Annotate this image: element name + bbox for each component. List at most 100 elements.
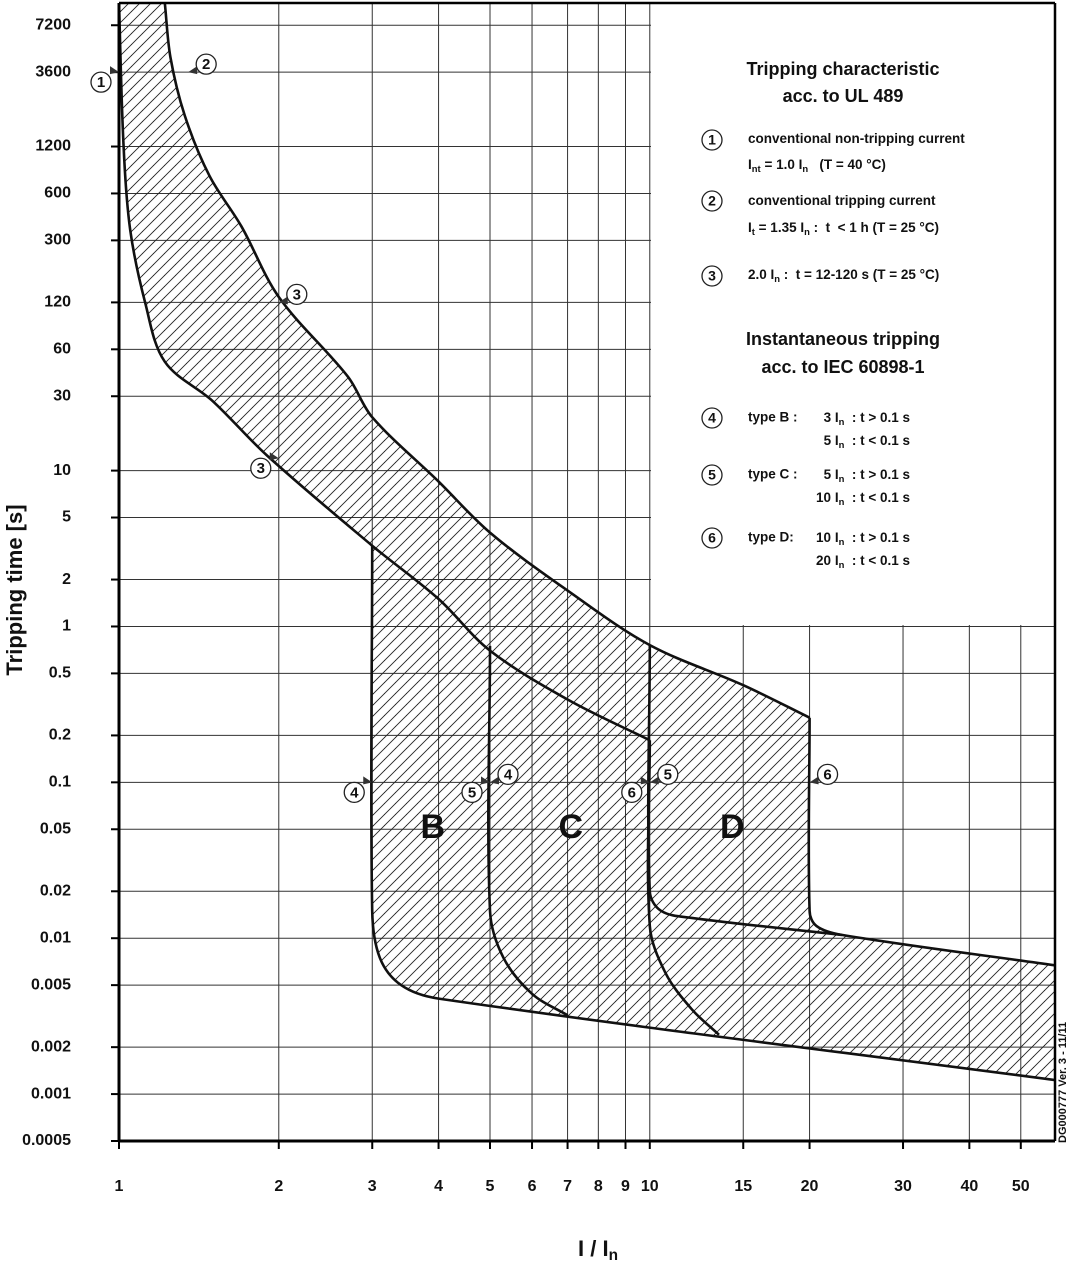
region-label: B	[420, 808, 445, 846]
text-part: conventional tripping current	[748, 193, 936, 208]
y-tick-label: 600	[44, 185, 71, 202]
notes-heading: acc. to IEC 60898-1	[761, 357, 924, 377]
note-circle	[701, 407, 723, 429]
marker-label: 2	[202, 56, 210, 73]
text-part: I / I	[578, 1236, 609, 1261]
text-part: = 1.0 I	[761, 157, 803, 172]
y-tick-label: 7200	[35, 16, 71, 33]
text-part: : t > 0.1 s	[844, 467, 910, 482]
subscript: n	[839, 440, 845, 451]
text-part: 5 I	[824, 467, 839, 482]
x-tick-label: 40	[960, 1178, 978, 1195]
marker-circle	[195, 53, 217, 75]
marker-pointer	[640, 776, 650, 785]
curve	[807, 717, 1055, 967]
x-tick-label: 9	[621, 1178, 630, 1195]
notes-heading: Tripping characteristic	[746, 59, 939, 79]
marker-pointer	[110, 66, 119, 75]
region-label: C	[559, 808, 584, 846]
y-tick-label: 2	[62, 571, 71, 588]
note-prefix: type C :	[748, 467, 798, 482]
subscript: n	[839, 560, 845, 571]
marker-label: 3	[257, 460, 265, 477]
x-tick-label: 1	[115, 1178, 124, 1195]
text-part: : t = 12-120 s (T = 25 °C)	[780, 267, 939, 282]
labels: 0.0005 0.001 0.002 0.005 0.01 0.02 0.05 0.1 0.2 0…	[22, 16, 1030, 1264]
marker-circle	[621, 781, 643, 803]
text-part: (T = 40 °C)	[808, 157, 886, 172]
text-part: : t < 0.1 s	[844, 553, 910, 568]
text-part: 2.0 I	[748, 267, 774, 282]
note-prefix: type B :	[748, 410, 798, 425]
note-line: 3 In : t > 0.1 s	[824, 410, 910, 428]
text-part: conventional non-tripping current	[748, 131, 965, 146]
y-tick-label: 3600	[35, 63, 71, 80]
marker-circle	[250, 457, 272, 479]
marker-pointer	[490, 776, 500, 785]
x-tick-label: 4	[434, 1178, 443, 1195]
marker-circle	[816, 763, 839, 785]
subscript: n	[802, 164, 808, 175]
note-circle	[701, 464, 723, 486]
text-part: 10 I	[816, 530, 839, 545]
subscript: n	[839, 497, 845, 508]
x-tick-label: 7	[563, 1178, 572, 1195]
note-line: Int = 1.0 In (T = 40 °C)	[748, 157, 886, 175]
x-tick-label: 5	[486, 1178, 495, 1195]
plot-area	[119, 3, 1055, 1082]
y-tick-label: 0.2	[49, 727, 71, 744]
note-line: 20 In : t < 0.1 s	[816, 553, 910, 571]
note-number: 1	[708, 132, 716, 148]
x-tick-label: 2	[274, 1178, 283, 1195]
note-circle	[701, 190, 723, 212]
x-tick-label: 8	[594, 1178, 603, 1195]
marker-label: 6	[823, 766, 831, 783]
subscript: n	[804, 227, 810, 238]
y-tick-label: 120	[44, 294, 71, 311]
marker-label: 4	[504, 766, 513, 783]
x-axis-label: I / In	[578, 1236, 618, 1264]
notes-heading: acc. to UL 489	[783, 86, 904, 106]
marker-pointer	[809, 776, 819, 785]
curve	[646, 645, 842, 937]
x-tick-label: 3	[368, 1178, 377, 1195]
marker-pointer	[269, 452, 279, 461]
y-tick-label: 0.001	[31, 1085, 71, 1102]
y-tick-label: 0.02	[40, 883, 71, 900]
note-line: 2.0 In : t = 12-120 s (T = 25 °C)	[748, 267, 939, 285]
marker-label: 5	[468, 784, 476, 801]
note-line: It = 1.35 In : t < 1 h (T = 25 °C)	[748, 220, 939, 238]
y-tick-label: 0.005	[31, 976, 71, 993]
hatched-area	[119, 3, 1055, 1081]
subscript: n	[839, 417, 845, 428]
text-part: : t < 1 h (T = 25 °C)	[810, 220, 939, 235]
marker-label: 1	[97, 74, 105, 91]
marker-circle	[286, 283, 308, 306]
note-line: 10 In : t > 0.1 s	[816, 530, 910, 548]
text-part: 3 I	[824, 410, 839, 425]
subscript: n	[839, 474, 845, 485]
text-part: : t > 0.1 s	[844, 530, 910, 545]
text-part: I	[748, 220, 752, 235]
marker-pointer	[481, 776, 491, 785]
marker-pointer	[363, 776, 373, 785]
y-tick-label: 30	[53, 387, 71, 404]
x-tick-label: 20	[801, 1178, 819, 1195]
y-tick-label: 1	[62, 618, 71, 635]
marker-label: 5	[664, 766, 672, 783]
note-line: 5 In : t < 0.1 s	[824, 433, 910, 451]
note-prefix: type D:	[748, 530, 794, 545]
curve	[119, 3, 651, 742]
note-line: 5 In : t > 0.1 s	[824, 467, 910, 485]
note-circle	[701, 527, 723, 549]
version-text: DG000777 Ver. 3 - 11/11	[1057, 1022, 1069, 1143]
marker-circle	[461, 781, 483, 803]
marker-pointer	[649, 776, 659, 785]
notes-panel	[651, 4, 1054, 625]
y-tick-label: 5	[62, 509, 71, 526]
note-line: conventional non-tripping current	[748, 131, 965, 146]
y-tick-label: 0.0005	[22, 1132, 71, 1149]
notes-heading: Instantaneous tripping	[746, 329, 940, 349]
curve	[487, 645, 569, 1017]
